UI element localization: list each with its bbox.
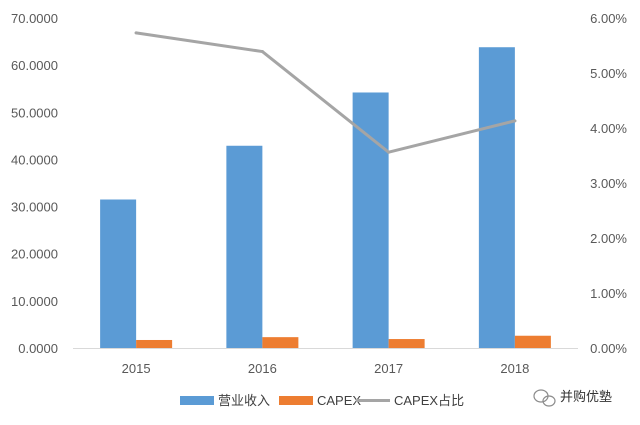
y-left-tick-label: 60.0000: [11, 58, 58, 73]
y-right-tick-label: 5.00%: [590, 66, 627, 81]
bar-capex: [262, 337, 299, 348]
y-right-tick-label: 4.00%: [590, 121, 627, 136]
y-left-tick-label: 70.0000: [11, 11, 58, 26]
y-left-tick-label: 30.0000: [11, 200, 58, 215]
axes: 0.0000 10.0000 20.0000 30.0000 40.0000 50.000…: [11, 11, 627, 376]
watermark-text: 并购优塾: [560, 389, 612, 404]
line-series: [134, 31, 517, 154]
legend-revenue-label: 营业收入: [218, 393, 270, 408]
bar-capex: [514, 335, 551, 348]
bar-revenue: [352, 92, 389, 348]
wechat-icon: [533, 389, 556, 407]
x-tick-label: 2015: [122, 361, 151, 376]
x-tick-label: 2017: [374, 361, 403, 376]
y-right-tick-label: 2.00%: [590, 231, 627, 246]
y-left-tick-label: 50.0000: [11, 105, 58, 120]
y-right-tick-label: 1.00%: [590, 286, 627, 301]
y-left-tick-label: 20.0000: [11, 247, 58, 262]
bar-revenue: [100, 199, 137, 348]
line-capex-ratio: [134, 31, 517, 154]
watermark: 并购优塾: [533, 389, 612, 407]
y-left-tick-label: 10.0000: [11, 294, 58, 309]
y-right-tick-label: 3.00%: [590, 176, 627, 191]
bar-revenue: [478, 47, 515, 348]
legend-capex-swatch: [279, 396, 313, 405]
y-right-tick-label: 6.00%: [590, 11, 627, 26]
legend-revenue-swatch: [180, 396, 214, 405]
y-right-tick-label: 0.00%: [590, 341, 627, 356]
y-left-tick-label: 0.0000: [18, 341, 58, 356]
legend-capex-label: CAPEX: [317, 393, 361, 408]
line-point: [387, 150, 391, 154]
line-point: [134, 31, 138, 35]
bar-capex: [388, 339, 425, 348]
legend: 营业收入 CAPEX CAPEX占比: [180, 393, 464, 408]
x-tick-label: 2016: [248, 361, 277, 376]
bar-revenue: [226, 145, 263, 348]
bars: [100, 47, 551, 348]
bar-capex: [136, 339, 173, 348]
line-point: [513, 119, 517, 123]
legend-capex-ratio-label: CAPEX占比: [394, 393, 464, 408]
x-tick-label: 2018: [500, 361, 529, 376]
line-point: [260, 50, 264, 54]
y-left-tick-label: 40.0000: [11, 152, 58, 167]
